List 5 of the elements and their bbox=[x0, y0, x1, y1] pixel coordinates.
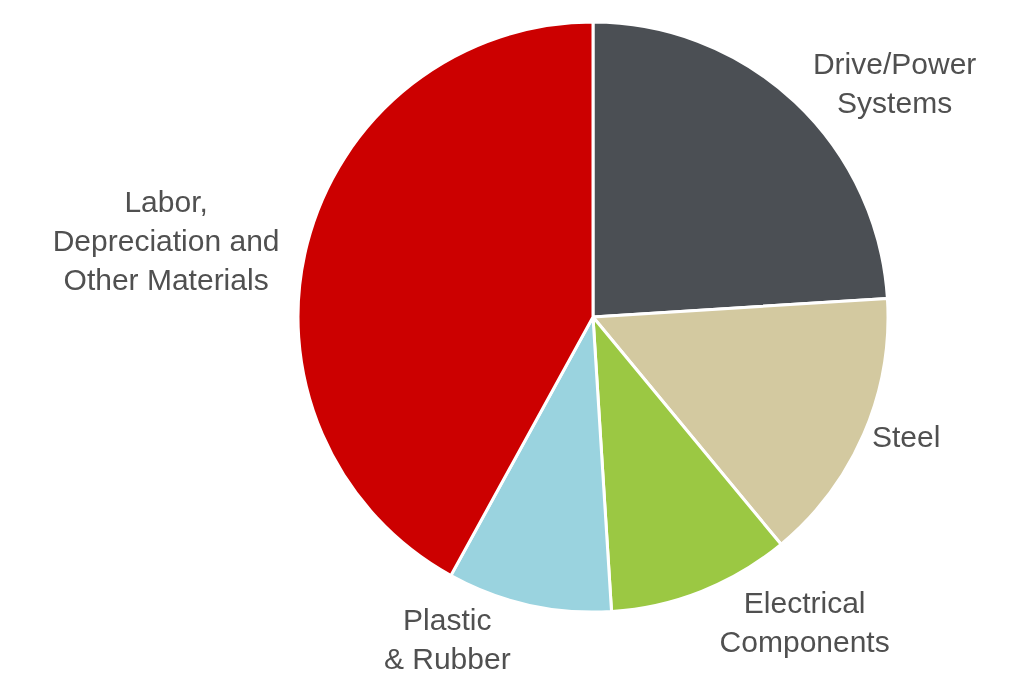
slice-label: Plastic & Rubber bbox=[383, 603, 511, 676]
slice-label: Electrical Components bbox=[719, 586, 890, 659]
slice-label: Steel bbox=[871, 420, 941, 454]
slice-label: Labor, Depreciation and Other Materials bbox=[52, 184, 280, 296]
slice-label: Drive/Power Systems bbox=[812, 46, 977, 119]
